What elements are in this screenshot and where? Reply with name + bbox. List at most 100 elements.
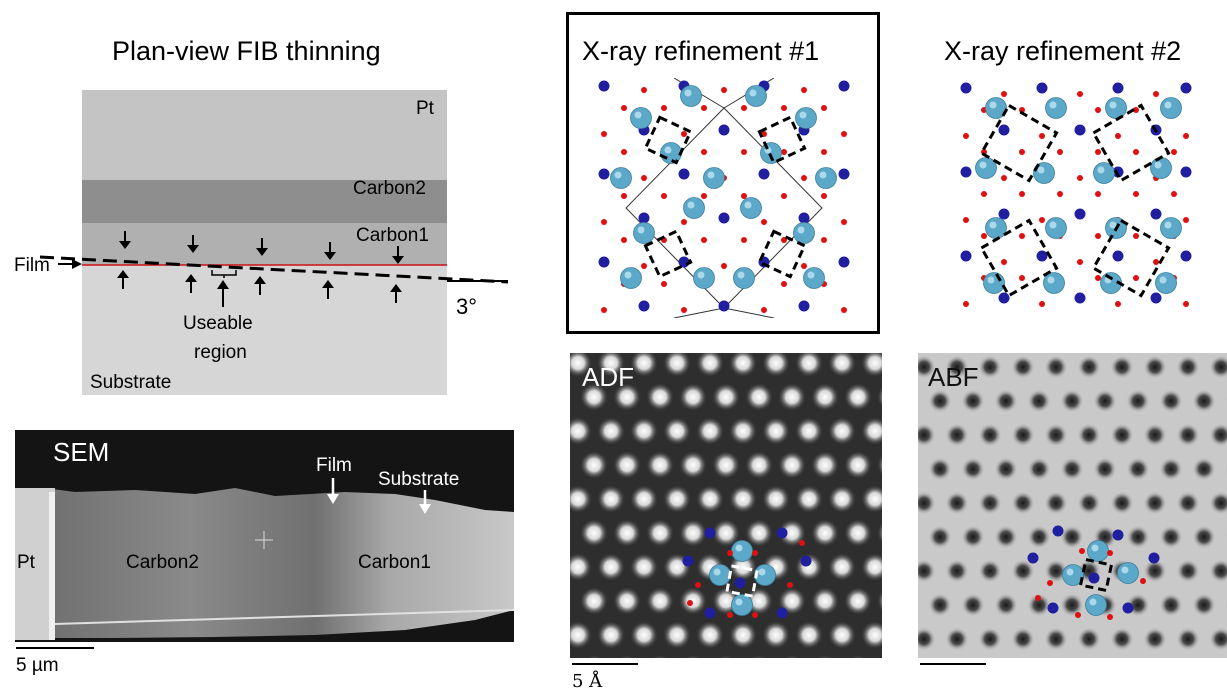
- adf-image: [570, 353, 882, 658]
- adf-atom-column: [597, 485, 625, 513]
- blue-atom: [1122, 602, 1134, 614]
- blue-atom: [1150, 292, 1162, 304]
- blue-atom: [838, 256, 850, 268]
- large-cation-atom: [793, 222, 815, 244]
- oxygen-atom: [752, 612, 758, 618]
- abf-atom-column: [1209, 491, 1227, 515]
- oxygen-atom: [727, 550, 733, 556]
- blue-atom: [1036, 82, 1048, 94]
- abf-atom-column: [945, 423, 969, 447]
- abf-atom-column: [1044, 423, 1068, 447]
- oxygen-atom: [1001, 91, 1007, 97]
- blue-atom: [1180, 250, 1192, 262]
- oxygen-atom: [1133, 149, 1139, 155]
- abf-atom-column: [918, 355, 936, 379]
- blue-atom: [960, 250, 972, 262]
- atom-highlight: [744, 201, 752, 209]
- sem-pt-label: Pt: [17, 552, 35, 573]
- sem-image: [15, 430, 514, 642]
- adf-atom-column: [844, 519, 872, 547]
- atom-highlight: [713, 568, 721, 576]
- oxygen-atom: [981, 191, 987, 197]
- large-cation-atom: [680, 85, 702, 107]
- fib-schematic: [39, 90, 509, 395]
- oxygen-atom: [799, 540, 805, 546]
- film-label: Film: [14, 255, 50, 276]
- oxygen-atom: [621, 237, 627, 243]
- oxygen-atom: [1183, 133, 1189, 139]
- large-cation-atom: [1160, 217, 1182, 239]
- blue-atom: [1074, 292, 1086, 304]
- atom-highlight: [1047, 276, 1055, 284]
- large-cation-atom: [733, 267, 755, 289]
- abf-atom-column: [994, 389, 1018, 413]
- abf-atom-column: [1209, 423, 1227, 447]
- blue-atom: [1027, 552, 1039, 564]
- blue-atom: [1150, 208, 1162, 220]
- adf-atom-column: [795, 485, 823, 513]
- abf-atom-column: [918, 423, 936, 447]
- oxygen-atom: [1171, 191, 1177, 197]
- adf-atom-column: [861, 353, 882, 377]
- adf-atom-column: [712, 383, 740, 411]
- oxygen-atom: [1077, 91, 1083, 97]
- adf-atom-column: [580, 587, 608, 615]
- blue-atom: [678, 168, 690, 180]
- adf-atom-column: [679, 519, 707, 547]
- oxygen-atom: [1095, 149, 1101, 155]
- adf-atom-column: [679, 383, 707, 411]
- oxygen-atom: [1019, 149, 1025, 155]
- oxygen-atom: [761, 307, 767, 313]
- adf-atom-column: [783, 655, 801, 658]
- abf-atom-column: [1093, 389, 1117, 413]
- adf-atom-column: [729, 485, 757, 513]
- sem-carbon1-label: Carbon1: [358, 552, 431, 573]
- adf-atom-column: [795, 353, 823, 377]
- blue-atom: [1036, 250, 1048, 262]
- atom-highlight: [634, 111, 642, 119]
- atom-highlight: [1049, 101, 1057, 109]
- large-cation-atom: [1045, 217, 1067, 239]
- sem-film-arrow-icon: [327, 494, 339, 504]
- abf-atom-column: [1027, 457, 1051, 481]
- abf-atom-column: [1143, 491, 1167, 515]
- blue-atom: [638, 300, 650, 312]
- dashed-unit-cell: [643, 229, 693, 279]
- down-arrows: [119, 231, 404, 264]
- large-cation-atom: [745, 85, 767, 107]
- adf-atom-column: [696, 353, 724, 377]
- adf-atom-column: [630, 485, 658, 513]
- atom-highlight: [707, 171, 715, 179]
- abf-atom-column: [1126, 389, 1150, 413]
- adf-atom-column: [729, 417, 757, 445]
- blue-atom: [598, 256, 610, 268]
- atom-highlight: [1066, 568, 1074, 576]
- abf-atom-column: [1192, 457, 1216, 481]
- abf-atom-column: [1159, 457, 1183, 481]
- oxygen-atom: [641, 263, 647, 269]
- adf-atom-column: [630, 353, 658, 377]
- large-cation-atom: [630, 107, 652, 129]
- adf-atom-column: [630, 553, 658, 581]
- atom-highlight: [737, 271, 745, 279]
- adf-atom-column: [663, 485, 691, 513]
- adf-atom-column: [811, 383, 839, 411]
- atom-highlight: [799, 111, 807, 119]
- adf-atom-column: [877, 522, 882, 544]
- abf-atom-column: [1044, 559, 1068, 583]
- atom-highlight: [1121, 566, 1129, 574]
- adf-atom-column: [684, 655, 702, 658]
- adf-atom-column: [762, 417, 790, 445]
- oxygen-atom: [1183, 301, 1189, 307]
- oxygen-atom: [721, 87, 727, 93]
- atom-highlight: [614, 171, 622, 179]
- oxygen-atom: [1039, 217, 1045, 223]
- atom-highlight: [735, 598, 743, 606]
- abf-atom-column: [928, 525, 952, 549]
- adf-atom-column: [597, 553, 625, 581]
- abf-atom-column: [1176, 627, 1200, 651]
- atom-highlight: [1089, 598, 1097, 606]
- adf-atom-column: [828, 553, 856, 581]
- blue-atom: [1112, 529, 1124, 541]
- carbon1-layer: [82, 223, 447, 265]
